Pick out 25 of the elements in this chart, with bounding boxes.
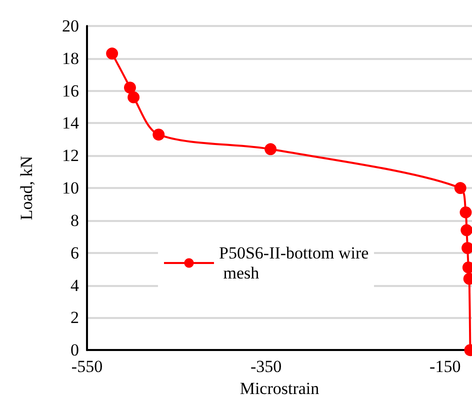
legend-label: P50S6-II-bottom wire mesh	[219, 244, 369, 282]
point	[264, 143, 277, 156]
y-tick-label: 18	[62, 48, 79, 68]
y-tick-label: 10	[62, 178, 79, 198]
x-tick-label: -550	[71, 357, 103, 376]
x-tick-label: -350	[250, 357, 282, 376]
point	[128, 91, 140, 104]
x-tick-label: -150	[430, 357, 461, 376]
y-tick-label: 12	[62, 146, 79, 166]
y-tick-label: 20	[62, 16, 79, 36]
y-tick-label: 16	[62, 81, 79, 100]
point	[454, 182, 466, 194]
point	[152, 128, 165, 141]
y-tick-label: 2	[70, 308, 79, 328]
point	[460, 224, 472, 236]
y-tick-label: 14	[62, 114, 80, 133]
point	[106, 48, 118, 60]
x-axis-title: Microstrain	[240, 379, 320, 398]
point	[460, 206, 472, 218]
y-tick-label: 0	[70, 340, 79, 360]
y-tick-label: 4	[70, 276, 80, 295]
point	[124, 82, 136, 94]
y-tick-label: 8	[70, 210, 79, 230]
y-tick-label: 6	[70, 243, 79, 262]
y-axis-title: Load, kN	[17, 156, 36, 220]
